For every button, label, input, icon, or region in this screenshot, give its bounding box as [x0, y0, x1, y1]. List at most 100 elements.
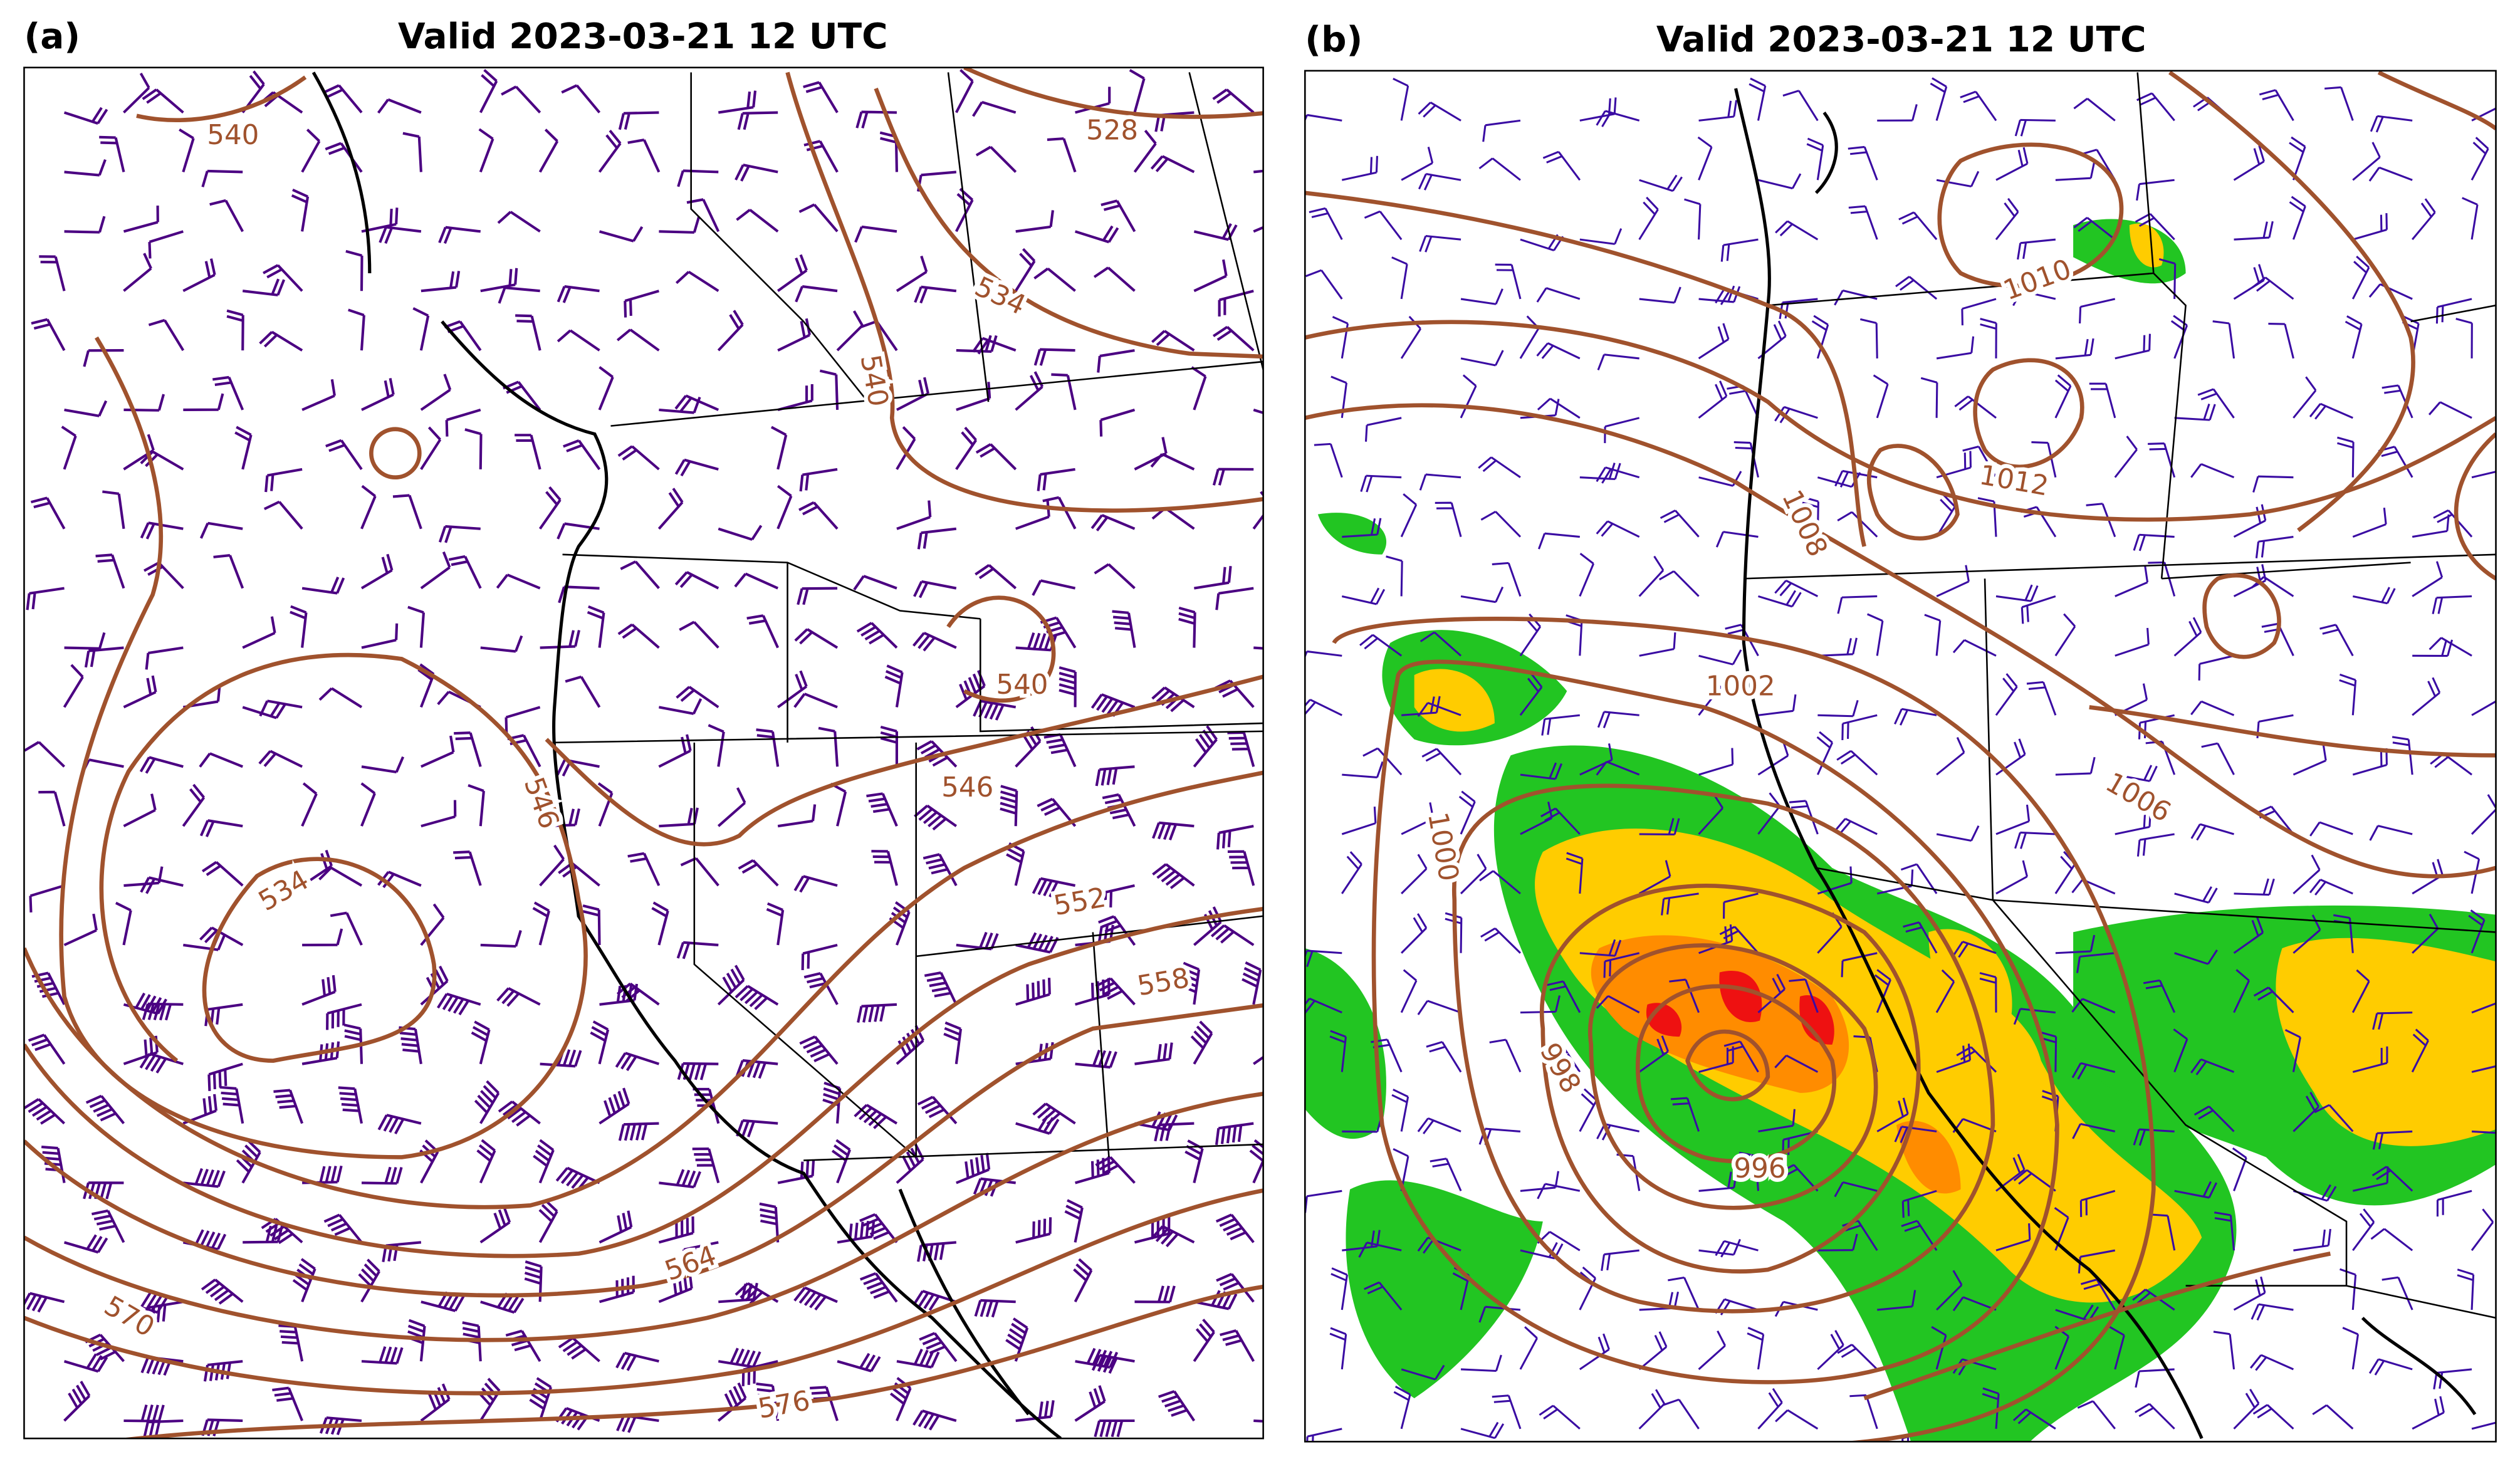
wind-barb [361, 1166, 403, 1185]
wind-barb [99, 135, 125, 172]
wind-barb [2369, 825, 2413, 841]
wind-barb [618, 1122, 659, 1141]
wind-barb [587, 605, 605, 648]
wind-barb [26, 587, 65, 610]
wind-barb [1064, 1199, 1084, 1243]
panel-label: (b) [1305, 19, 1362, 60]
wind-barb [2432, 595, 2472, 614]
wind-barb [1075, 1347, 1119, 1369]
wind-barb [1895, 276, 1938, 300]
wind-barb [2293, 376, 2317, 419]
wind-barb [1134, 1111, 1178, 1132]
wind-barb [234, 426, 253, 470]
wind-barb [956, 931, 999, 951]
wind-barb [2026, 681, 2057, 716]
wind-barb [793, 693, 838, 709]
wind-barb [674, 571, 719, 590]
wind-barb [1995, 1154, 2026, 1192]
wind-barb [1095, 977, 1136, 1006]
wind-barb [880, 725, 898, 767]
wind-barb [1360, 474, 1402, 493]
wind-barb [301, 128, 321, 173]
wind-barb [2339, 673, 2357, 716]
wind-barb [914, 285, 957, 304]
wind-barb [290, 605, 308, 648]
wind-barb [2079, 1189, 2116, 1217]
wind-barb [2352, 1046, 2388, 1074]
wind-barb [718, 525, 763, 541]
wind-barb [618, 111, 659, 130]
wind-barb [1537, 1183, 1581, 1200]
wind-barb [1669, 978, 1700, 1013]
panel-title: Valid 2023-03-21 12 UTC [398, 16, 888, 57]
wind-barb [624, 290, 659, 318]
wind-barb [476, 1139, 496, 1184]
wind-barb [1894, 708, 1937, 726]
wind-barb [1596, 760, 1640, 776]
wind-barb [258, 750, 303, 768]
wind-barb [956, 382, 991, 411]
wind-barb [1215, 679, 1255, 708]
wind-barb [1541, 714, 1580, 736]
wind-barb [2372, 1130, 2413, 1150]
wind-barb [799, 468, 838, 492]
wind-barb [831, 1139, 851, 1184]
wind-barb [28, 1033, 66, 1065]
wind-barb [2462, 197, 2479, 240]
wind-barb [658, 1272, 693, 1304]
wind-barb [2289, 196, 2306, 240]
wind-barb [1460, 1421, 1505, 1440]
wind-barb [2174, 886, 2218, 904]
wind-barb [2076, 952, 2115, 973]
wind-barb [1418, 102, 1461, 122]
wind-barb [737, 111, 778, 130]
wind-barb [496, 573, 541, 590]
wind-barb [1816, 731, 1834, 775]
wind-barb [360, 553, 394, 590]
wind-barb [692, 1147, 720, 1184]
wind-barb [501, 85, 541, 113]
wind-barb [273, 1089, 304, 1124]
wind-barb [323, 1213, 363, 1243]
wind-barb [438, 525, 481, 543]
wind-barb [2324, 86, 2354, 121]
wind-barb [674, 458, 719, 477]
wind-barb [1995, 147, 2029, 181]
wind-barb [1364, 210, 1403, 241]
wind-barb [1193, 1290, 1238, 1310]
wind-barb [291, 189, 310, 232]
wind-barb [801, 943, 838, 970]
wind-barb [1601, 1249, 1639, 1271]
wind-barb [2433, 509, 2473, 538]
wind-barb [1995, 860, 2028, 895]
wind-barb [1747, 1327, 1765, 1370]
wind-barb [919, 1332, 958, 1362]
wind-barb [1596, 520, 1640, 538]
wind-barb [2233, 145, 2265, 181]
wind-barb [338, 1086, 363, 1124]
wind-barb [558, 585, 600, 604]
wind-barb [1417, 1117, 1461, 1134]
wind-barb [2190, 1058, 2235, 1075]
wind-barb [420, 374, 452, 411]
wind-barb [1660, 510, 1700, 538]
wind-barb [2174, 1181, 2217, 1199]
wind-barb [1430, 1158, 1462, 1191]
wind-barb [360, 782, 376, 827]
wind-barb [123, 1404, 165, 1423]
wind-barb [2412, 561, 2444, 597]
wind-barb [142, 1002, 184, 1021]
wind-barb [1059, 666, 1077, 708]
wind-barb [139, 756, 184, 774]
wind-barb [2115, 627, 2150, 657]
wind-barb [1129, 69, 1146, 113]
wind-barb [1460, 288, 1503, 305]
wind-barb [1098, 884, 1135, 911]
wind-barb [896, 377, 929, 411]
wind-barb [912, 632, 957, 652]
panel-title: Valid 2023-03-21 12 UTC [1656, 19, 2146, 60]
wind-barb [777, 804, 817, 828]
wind-barb [402, 132, 422, 172]
wind-barb [1037, 797, 1077, 827]
wind-barb [30, 496, 66, 530]
